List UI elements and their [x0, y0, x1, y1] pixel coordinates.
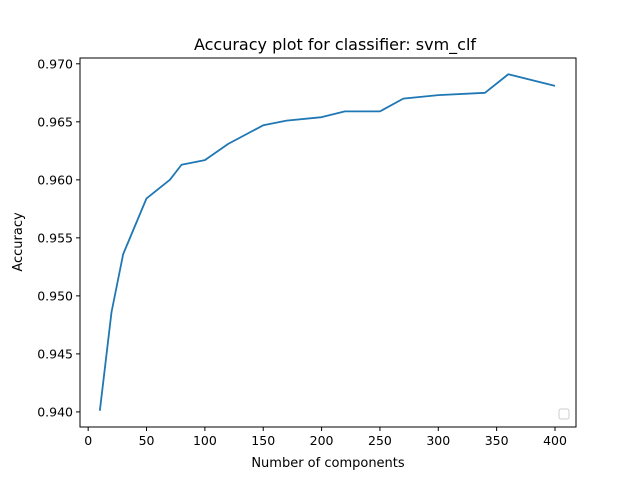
- y-tick-label: 0.940: [37, 404, 73, 419]
- plot-area: [79, 57, 577, 428]
- x-tick-label: 400: [543, 433, 567, 448]
- x-tick-label: 250: [368, 433, 392, 448]
- y-tick-label: 0.960: [37, 172, 73, 187]
- y-tick-label: 0.950: [37, 288, 73, 303]
- chart-title: Accuracy plot for classifier: svm_clf: [194, 35, 476, 55]
- x-axis-label: Number of components: [251, 456, 405, 471]
- y-tick-label: 0.945: [37, 346, 73, 361]
- x-tick-label: 50: [139, 433, 155, 448]
- x-tick-label: 300: [426, 433, 450, 448]
- x-tick-label: 100: [193, 433, 217, 448]
- x-tick-label: 150: [251, 433, 275, 448]
- x-tick-label: 350: [485, 433, 509, 448]
- y-tick-label: 0.965: [37, 114, 73, 129]
- y-axis-label: Accuracy: [11, 212, 26, 272]
- x-tick-label: 0: [84, 433, 92, 448]
- y-axis: 0.940 0.945 0.950 0.955 0.960 0.965 0.970: [37, 56, 80, 419]
- y-tick-label: 0.970: [37, 56, 73, 71]
- series-layer: [98, 73, 556, 411]
- x-tick-label: 200: [310, 433, 334, 448]
- x-axis: 0 50 100 150 200 250 300 350 400: [84, 427, 567, 448]
- series-line-0: [98, 73, 556, 411]
- legend-box: [558, 408, 570, 420]
- y-tick-label: 0.955: [37, 230, 73, 245]
- plot-frame: [79, 57, 577, 428]
